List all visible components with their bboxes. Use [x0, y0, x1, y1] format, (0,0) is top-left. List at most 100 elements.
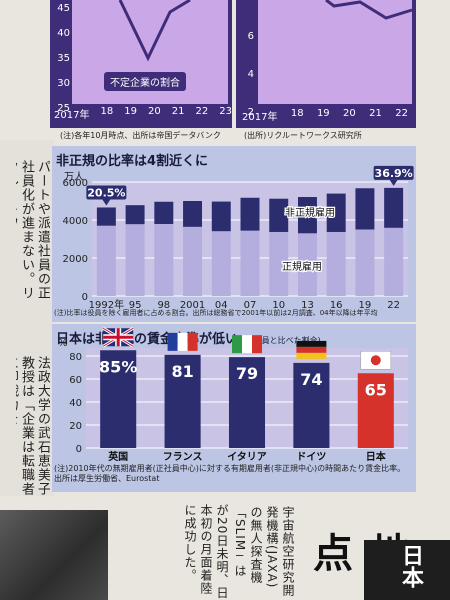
chart2-value-label: 81	[171, 362, 193, 381]
chart2-value-label: 65	[365, 380, 387, 399]
chart1-bar-irregular	[183, 201, 203, 227]
top-chart-left-legend: 不定企業の割合	[104, 72, 186, 91]
chart2-ytick: 40	[69, 398, 82, 409]
chart2-value-label: 74	[300, 370, 322, 389]
chart2-bar	[164, 354, 201, 448]
chart1-unit: 万人	[64, 171, 84, 183]
top-chart-right-note: (出所)リクルートワークス研究所	[244, 131, 362, 140]
top-chart-left: 45 40 35 30 25 不定企業の割合 2017年 18 19 20 21…	[50, 0, 232, 128]
chart1-title: 非正規の比率は4割近くに	[56, 154, 209, 169]
flag-it-white	[242, 335, 252, 354]
ytick: 25	[57, 103, 70, 114]
chart2-svg: % 0 20 40 60 80 85% 英国 81 フランス 79 イタリア 74 ドイツ 65 日本	[58, 326, 408, 463]
flag-fr-red	[187, 332, 198, 351]
chart1-callout-start-box	[86, 185, 127, 200]
chart1-bar-irregular	[154, 201, 174, 224]
chart1-ytick: 2000	[63, 254, 88, 265]
bottom-text-col2: が20日未明、日本初の月面着陸に成功した。	[183, 504, 229, 600]
chart1-bar-regular	[211, 231, 231, 296]
flag-jp-sun	[370, 355, 381, 366]
xtick: 21	[369, 108, 382, 119]
xtick: 18	[290, 108, 304, 119]
top-chart-left-yticks: 45 40 35 30 25	[52, 0, 70, 121]
moon-photo	[0, 510, 108, 600]
chart1-bar-irregular	[297, 197, 317, 234]
top-chart-left-xticks: 2017年 18 19 20 21 22 23	[54, 106, 232, 121]
chart1-xtick: 98	[157, 300, 170, 311]
chart1-bar-regular	[297, 233, 317, 296]
chart1-xtick: 19	[359, 300, 372, 311]
chart1-label-irregular: 非正規雇用	[285, 206, 335, 219]
chart1-xtick: 1992年	[89, 298, 124, 311]
chart1-note: (注)比率は役員を除く雇用者に占める割合。出所は総務省で2001年以前は2月調査…	[54, 309, 378, 317]
chart1-xtick: 95	[129, 300, 142, 311]
chart1-bar-irregular	[125, 205, 145, 225]
xtick: 22	[195, 106, 209, 117]
xtick: 2017年	[54, 110, 90, 121]
flag-icon	[232, 335, 262, 354]
flag-de-gold	[296, 352, 327, 359]
chart1-bar-irregular	[240, 197, 260, 231]
xtick: 2017年	[242, 112, 278, 123]
chart1-bar-irregular	[211, 201, 231, 232]
ytick: 2	[247, 107, 254, 118]
chart1-bar-regular	[240, 230, 260, 296]
top-chart-right-line	[325, 0, 413, 20]
xtick: 19	[124, 106, 137, 117]
chart2-value-label: 79	[236, 364, 258, 383]
chart1-xtick: 04	[215, 300, 228, 311]
chart1-xtick: 13	[301, 300, 314, 311]
flag-icon	[360, 351, 392, 370]
chart1-label-regular: 正規雇用	[282, 260, 322, 273]
flag-de-red	[296, 346, 327, 353]
chart1-xtick: 10	[272, 300, 285, 311]
chart1-callout-start: 20.5%	[87, 186, 125, 199]
chart2-ytick: 20	[69, 421, 82, 432]
chart2-subtitle: (正社員と比べた割合)	[242, 336, 321, 345]
flag-icon	[102, 326, 134, 348]
chart1-bar-regular	[355, 229, 375, 296]
chart2-ytick: 0	[76, 444, 82, 455]
chart1-xtick: 07	[244, 300, 257, 311]
ytick: 4	[247, 69, 254, 80]
top-chart-left-note: (注)各年10月時点、出所は帝国データバンク	[60, 131, 221, 140]
flag-icon	[167, 332, 198, 351]
chart2-bar	[357, 373, 394, 448]
left-column-text-a: パートや派遣社員の正社員化が進まない。リクルートワ	[16, 160, 50, 300]
banner-text: 日本	[398, 544, 423, 588]
ytick: 40	[57, 28, 70, 39]
flag-fr-white	[177, 332, 188, 351]
chart1-panel: 非正規の比率は4割近くに 0 2000 4000 6000 万人 1992年 95 98 200…	[52, 146, 416, 322]
xtick: 18	[100, 106, 114, 117]
flag-de-black	[296, 340, 327, 347]
chart2-unit: %	[58, 338, 68, 349]
chart1-callout-end: 36.9%	[375, 167, 413, 180]
chart1-bar-regular	[96, 225, 116, 296]
chart1-bar-regular	[384, 227, 404, 296]
chart1-ytick: 0	[82, 292, 88, 303]
flag-it-red	[252, 335, 262, 354]
chart1-bar-regular	[125, 224, 145, 296]
chart1-bar-irregular	[355, 188, 375, 230]
top-chart-right-xticks: 2017年 18 19 20 21 22	[242, 108, 408, 123]
chart1-bar-irregular	[326, 193, 346, 232]
chart1-bar-regular	[326, 231, 346, 296]
flag-fr-blue	[167, 332, 178, 351]
xtick: 22	[395, 108, 408, 119]
banner-block: 日本	[364, 540, 450, 600]
chart2-xtick: イタリア	[227, 451, 267, 463]
chart1-ytick: 6000	[63, 178, 88, 189]
chart1-ytick: 4000	[63, 216, 88, 227]
left-column-text-b: 法政大学の武石恵美子教授は「企業は転職者に即戦力を	[16, 356, 50, 496]
chart2-xtick: 日本	[366, 450, 387, 463]
ytick: 6	[247, 31, 254, 42]
xtick: 19	[316, 108, 330, 119]
left-text-column: パートや派遣社員の正社員化が進まない。リクルートワ 法政大学の武石恵美子教授は「…	[0, 140, 54, 500]
chart1-bar-irregular	[384, 187, 404, 228]
xtick: 23	[219, 106, 232, 117]
chart2-xtick: フランス	[163, 451, 203, 463]
ytick: 30	[57, 78, 70, 89]
chart1-bar-irregular	[96, 207, 116, 226]
